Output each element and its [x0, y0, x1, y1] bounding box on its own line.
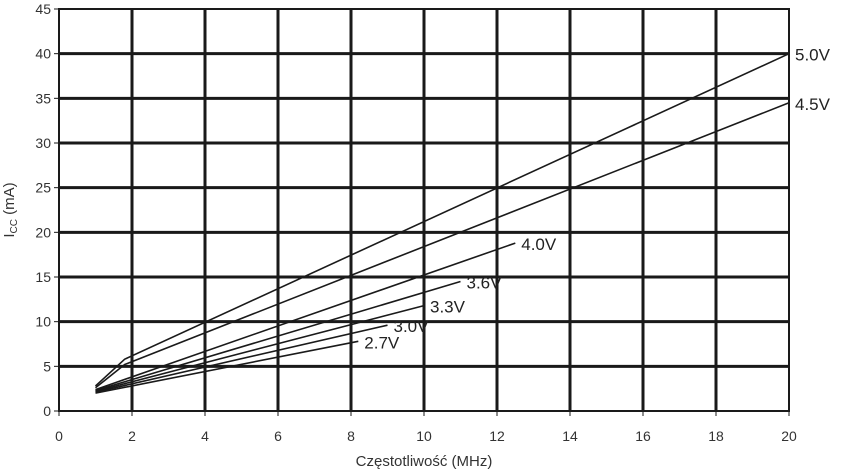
series-labels: 5.0V 4.5V 4.0V 3.6V3.3V3.0V2.7V	[364, 46, 830, 353]
y-tick-label-20: 20	[35, 224, 51, 240]
series-line-4.0V	[95, 242, 516, 391]
y-tick-label-45: 45	[35, 1, 51, 17]
y-axis-label-unit: (mA)	[1, 182, 18, 219]
x-axis-label: Częstotliwość (MHz)	[356, 453, 493, 470]
series-label-3.0V: 3.0V	[394, 317, 430, 336]
series-lines	[94, 52, 790, 394]
series-line-2.7V	[95, 340, 359, 394]
series-label-2.7V: 2.7V	[364, 333, 400, 352]
x-tick-label-10: 10	[416, 428, 432, 444]
series-label-4.5V: 4.5V	[795, 95, 831, 114]
x-tick-label-4: 4	[201, 428, 209, 444]
series-line-5.0V	[94, 52, 790, 387]
y-tick-label-5: 5	[43, 358, 51, 374]
series-label-4.0V: 4.0V	[521, 235, 557, 254]
x-tick-label-2: 2	[128, 428, 136, 444]
x-tick-label-6: 6	[274, 428, 282, 444]
y-tick-label-15: 15	[35, 269, 51, 285]
y-axis-label: ICC (mA)	[1, 182, 20, 237]
x-tick-label-14: 14	[562, 428, 578, 444]
series-label-5.0V: 5.0V	[795, 46, 831, 65]
x-tick-label-12: 12	[489, 428, 505, 444]
x-tick-label-18: 18	[708, 428, 724, 444]
x-tick-label-8: 8	[347, 428, 355, 444]
y-tick-label-25: 25	[35, 180, 51, 196]
series-line-4.5V	[95, 102, 790, 389]
y-tick-label-35: 35	[35, 90, 51, 106]
tick-labels: 0 2 4 6 8 10 12 14 16 18 20 0 5 10 15 20 25 30 35 40 45	[35, 1, 797, 444]
series-line-3.6V	[95, 280, 461, 392]
series-line-3.3V	[95, 304, 425, 393]
x-tick-label-20: 20	[781, 428, 797, 444]
y-tick-label-40: 40	[35, 46, 51, 62]
y-axis-label-main: I	[1, 233, 18, 237]
series-label-3.6V: 3.6V	[467, 273, 503, 292]
y-tick-label-10: 10	[35, 314, 51, 330]
y-tick-label-0: 0	[43, 403, 51, 419]
series-line-3.0V	[95, 324, 388, 393]
x-tick-label-16: 16	[635, 428, 651, 444]
y-tick-label-30: 30	[35, 135, 51, 151]
x-tick-label-0: 0	[55, 428, 63, 444]
y-axis-label-sub: CC	[9, 219, 20, 233]
series-label-3.3V: 3.3V	[430, 298, 466, 317]
